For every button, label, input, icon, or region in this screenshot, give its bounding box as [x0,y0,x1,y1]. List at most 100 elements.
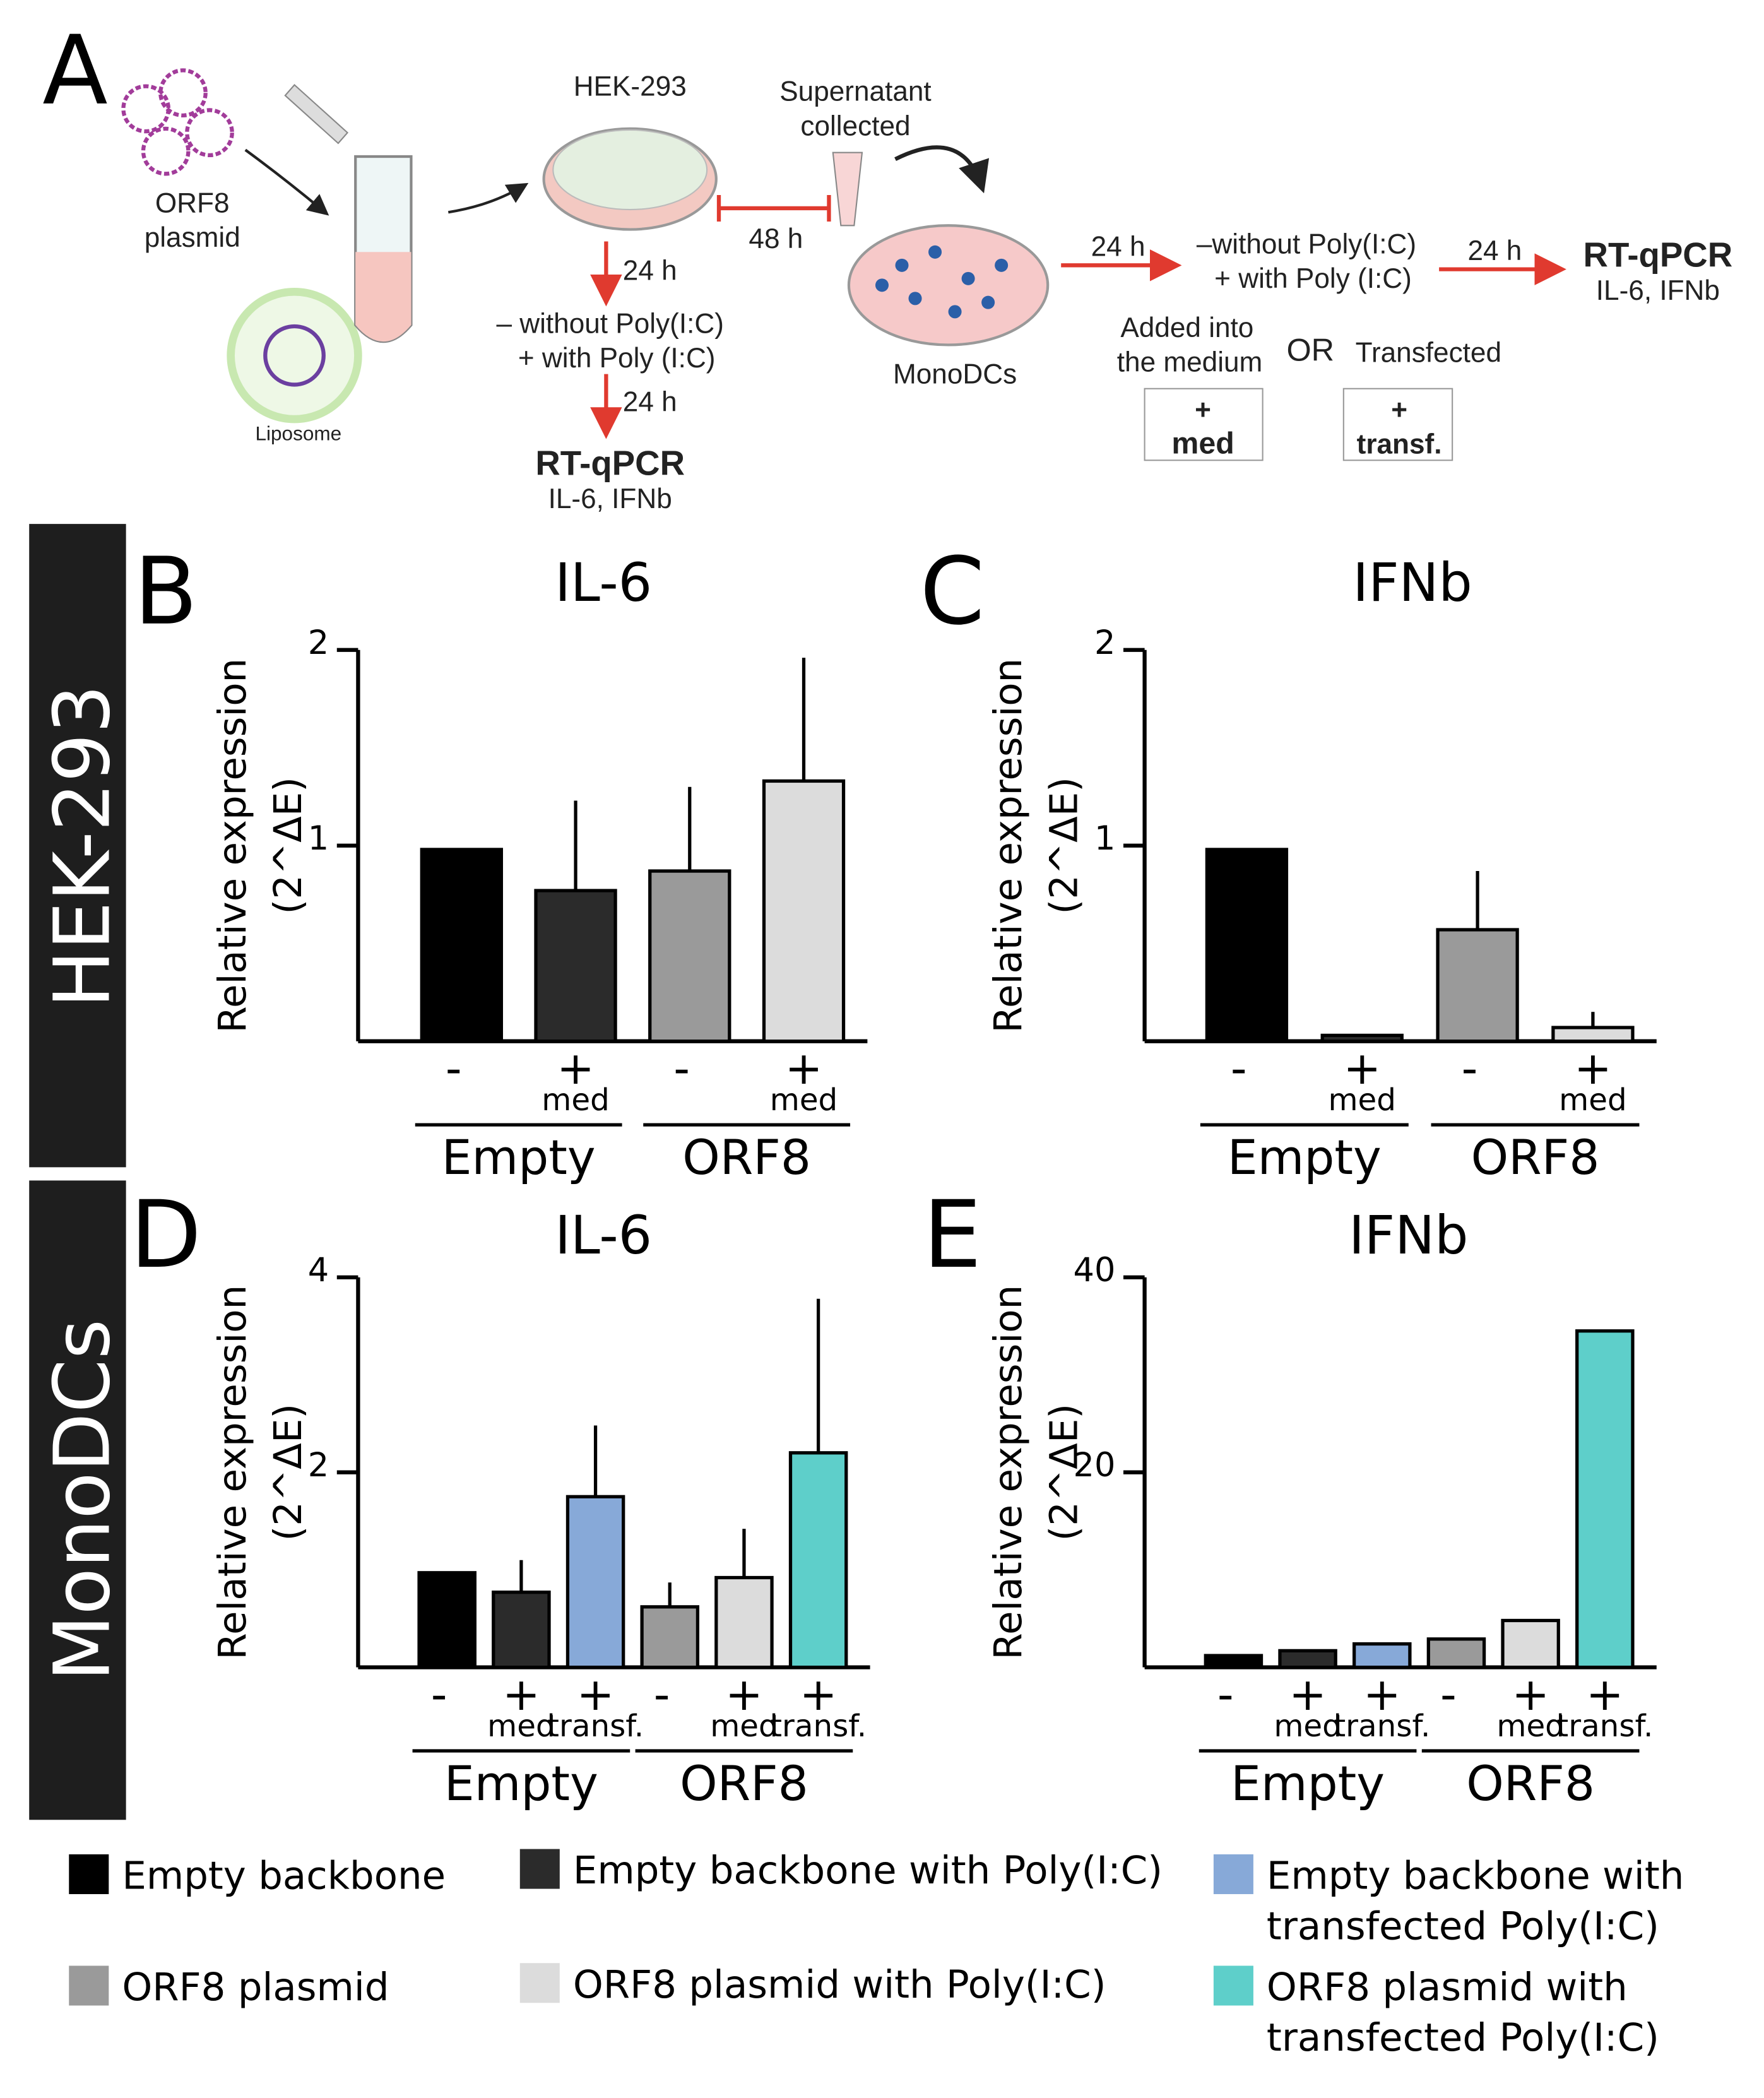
bar [788,1451,848,1669]
x-tick-label: + [1289,1668,1327,1721]
y-tick-label: 1 [1094,819,1115,858]
x-tick-label: + [1574,1042,1612,1094]
x-sublabel: transf. [1334,1709,1430,1744]
arrow [894,145,990,194]
tube-liquid [355,252,411,342]
x-tick-label: - [446,1042,462,1094]
mono-cells [875,245,1009,319]
bar [1501,1618,1560,1669]
diagram-text: OR [1286,332,1334,368]
x-tick-label: + [785,1042,823,1094]
x-tick-label: + [557,1042,595,1094]
diagram-text: + [1391,394,1407,425]
x-tick-label: + [725,1668,763,1721]
diagram-text: Supernatant [779,76,931,107]
x-tick-label: + [502,1668,540,1721]
diagram-text: IL-6, IFNb [548,483,672,514]
y-tick-label: 4 [308,1251,329,1289]
x-tick-label: + [1586,1668,1624,1721]
x-tick-label: + [800,1668,838,1721]
legend-swatch [69,1854,109,1894]
group-label: Empty [1231,1756,1385,1811]
y-tick-label: 20 [1074,1446,1116,1485]
x-sublabel: med [770,1082,838,1118]
y-axis-label: Relative expression [210,658,255,1033]
bar [417,1571,477,1669]
diagram-text: 24 h [623,255,677,286]
legend-label: transfected Poly(I:C) [1267,2015,1659,2060]
group-label: Empty [444,1756,598,1811]
x-sublabel: med [710,1709,778,1744]
bar [420,848,503,1043]
x-sublabel: transf. [770,1709,867,1744]
y-tick-label: 2 [308,1446,329,1485]
legend-label: Empty backbone [122,1854,446,1899]
legend-label: ORF8 plasmid [122,1965,389,2010]
diagram-text: med [1171,427,1234,461]
row-band [29,524,126,1168]
group-label: ORF8 [1466,1756,1595,1811]
dish-mono [847,224,1050,347]
bar [640,1605,700,1669]
row-label: HEK-293 [37,685,127,1008]
legend-swatch [69,1965,109,2006]
diagram-text: –without Poly(I:C) [1197,228,1416,259]
x-tick-label: - [654,1668,670,1721]
bar [534,889,617,1043]
diagram-text: Added into [1120,312,1253,343]
group-label: ORF8 [1471,1130,1600,1185]
panel-letter: B [134,537,198,646]
y-axis-label: Relative expression [986,1285,1031,1660]
diagram-text: plasmid [145,222,240,253]
bar [1320,1033,1404,1043]
diagram-text: IL-6, IFNb [1596,275,1720,306]
y-axis-label: Relative expression [986,658,1031,1033]
diagram-text: + [1195,394,1211,425]
arrow [447,182,529,214]
panel-a: A ORF8 plasmid Liposome HEK-293 Supernat… [42,15,1732,514]
x-tick-label: + [1363,1668,1401,1721]
y-axis-label: (2^ΔE) [1041,1404,1086,1541]
y-tick-label: 2 [1094,624,1115,662]
diagram-text: RT-qPCR [1583,235,1733,274]
transf-box [1342,388,1453,461]
bar [1426,1637,1486,1669]
diagram-text: ORF8 [155,187,230,218]
diagram-text: 24 h [1467,235,1522,266]
y-axis-label: (2^ΔE) [266,777,311,915]
x-tick-label: + [1343,1042,1381,1094]
arrow [244,148,329,216]
med-box [1144,388,1264,461]
diagram-text: MonoDCs [893,359,1017,389]
legend-swatch [519,1963,560,2003]
tube-cap [284,84,349,145]
bar [1436,928,1519,1043]
bar [762,779,846,1043]
diagram-text: HEK-293 [574,71,687,102]
y-tick-label: 2 [308,624,329,662]
liposome-dna [263,324,326,387]
liposome-icon [227,288,362,424]
y-tick-label: 1 [308,819,329,858]
x-sublabel: transf. [547,1709,644,1744]
bar [1205,848,1289,1043]
chart-title: IFNb [1353,552,1472,613]
row-label: MonoDCs [37,1319,127,1681]
bar [648,869,731,1043]
legend-label: Empty backbone with [1267,1854,1684,1899]
x-sublabel: med [1328,1082,1396,1118]
legend-label: transfected Poly(I:C) [1267,1904,1659,1948]
diagram-text: – without Poly(I:C) [496,309,723,340]
x-tick-label: - [1217,1668,1234,1721]
chart-title: IL-6 [555,552,652,613]
diagram-text: 24 h [1091,232,1145,263]
x-tick-label: - [1462,1042,1478,1094]
x-tick-label: - [431,1668,447,1721]
bar [714,1575,774,1669]
diagram-text: + with Poly (I:C) [518,343,716,374]
panel-letter: A [42,15,107,126]
legend-swatch [519,1849,560,1889]
legend-swatch [1213,1965,1253,2006]
